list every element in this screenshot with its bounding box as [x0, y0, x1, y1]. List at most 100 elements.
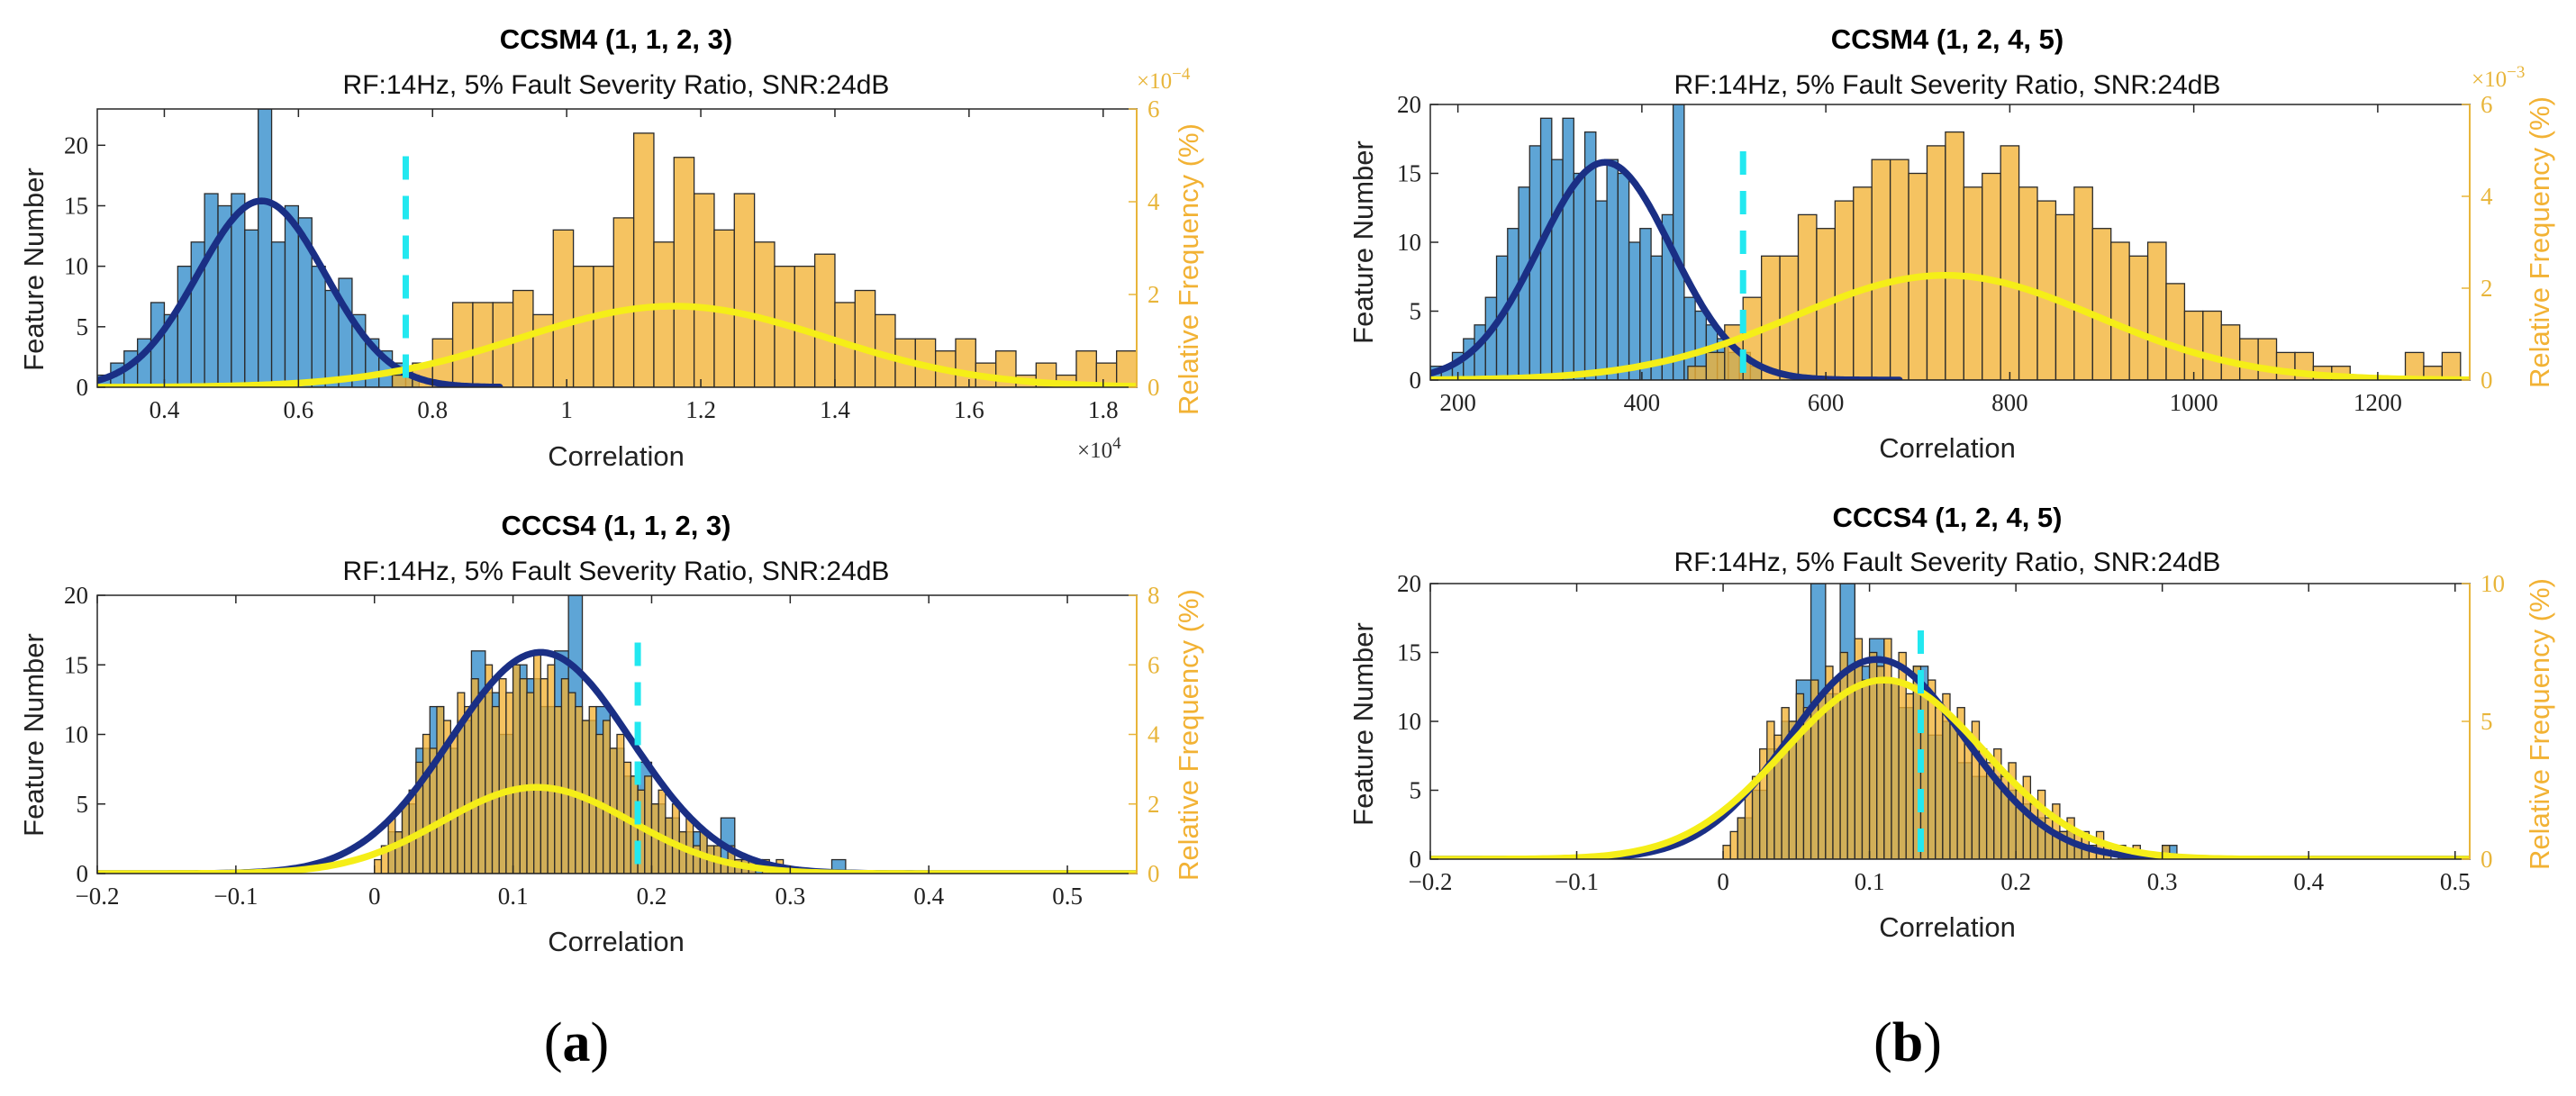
fit-curve-class-2	[97, 784, 1137, 874]
x-axis-label: Correlation	[548, 926, 685, 957]
histogram-bar-class-2	[1722, 845, 1731, 859]
histogram-bar-class-1	[1551, 159, 1564, 380]
histogram-bar-class-2	[644, 775, 653, 874]
histogram-bar-class-1	[1639, 228, 1652, 380]
y-tick-label: 10	[64, 721, 88, 748]
histogram-bar-class-2	[602, 720, 611, 874]
right-y-tick-label: 2	[1147, 791, 1160, 818]
fit-curve-class-1	[1430, 159, 1903, 380]
histogram-bar-class-2	[477, 692, 486, 874]
x-tick-label: 0.2	[2000, 868, 2031, 895]
histogram-bar-class-2	[567, 692, 576, 874]
y-axis-label: Feature Number	[18, 633, 50, 837]
x-tick-label: 0.4	[913, 883, 944, 910]
x-tick-label: 1	[560, 396, 573, 423]
chart-title: CCCS4 (1, 2, 4, 5)	[1833, 502, 2063, 533]
y-tick-label: 20	[64, 582, 88, 609]
chart-title: CCSM4 (1, 2, 4, 5)	[1831, 23, 2064, 55]
x-tick-label: −0.1	[213, 883, 258, 910]
histogram-bar-class-2	[673, 157, 695, 387]
x-tick-label: 0.3	[2147, 868, 2178, 895]
histogram-bar-class-2	[572, 266, 594, 387]
y-tick-label: 0	[77, 860, 89, 887]
histogram-bar-class-2	[1926, 145, 1946, 380]
y-tick-label: 5	[77, 791, 89, 818]
chart-subtitle: RF:14Hz, 5% Fault Severity Ratio, SNR:24…	[343, 70, 890, 100]
histogram-bar-class-1	[1573, 172, 1586, 380]
right-y-tick-label: 6	[1147, 95, 1160, 122]
histogram-bar-class-2	[854, 289, 876, 387]
x-axis-multiplier: ×104	[1077, 434, 1121, 464]
histogram-bar-class-2	[540, 678, 549, 874]
plot-area: 0.4 0.6 0.8 1 1.2 1.4 1.6 1.8 0 5 10 15 20 0 2 4 6	[64, 95, 1160, 423]
histogram-bar-class-1	[1595, 200, 1608, 380]
x-tick-label: 0	[1717, 868, 1729, 895]
x-tick-label: 1000	[2170, 389, 2218, 416]
x-tick-label: 0.6	[283, 396, 313, 423]
histogram-bar-class-1	[284, 204, 300, 387]
fit-curve-class-2	[1430, 676, 2470, 859]
right-y-tick-label: 2	[1147, 281, 1160, 308]
histogram-bar-class-2	[671, 803, 680, 874]
x-tick-label: 1.4	[820, 396, 850, 423]
histogram-bar-class-1	[1606, 159, 1619, 380]
chart-subtitle: RF:14Hz, 5% Fault Severity Ratio, SNR:24…	[1674, 70, 2221, 100]
histogram-bar-class-2	[2257, 338, 2278, 380]
right-y-axis-label: Relative Frequency (%)	[2524, 96, 2555, 388]
histogram-bar-class-2	[485, 664, 494, 874]
histogram-bar-class-2	[1949, 720, 1958, 859]
x-tick-label: 0.4	[150, 396, 180, 423]
y-tick-label: 20	[64, 131, 88, 159]
histogram-bar-class-2	[1846, 666, 1856, 859]
histogram-bar-class-2	[1825, 666, 1834, 859]
x-tick-label: 0.1	[1855, 868, 1885, 895]
histogram-bar-class-2	[1832, 679, 1841, 859]
x-tick-label: 800	[1991, 389, 2028, 416]
right-y-axis-label: Relative Frequency (%)	[2524, 578, 2555, 870]
histogram-bar-class-2	[451, 302, 474, 387]
histogram-bar-class-2	[464, 705, 473, 874]
histogram-bar-class-2	[2091, 228, 2112, 380]
histogram-bar-class-2	[1861, 679, 1871, 859]
right-y-tick-label: 0	[1147, 860, 1160, 887]
histogram-bar-class-2	[2202, 310, 2222, 380]
subfigure-label-b: (b)	[1873, 1012, 1942, 1073]
histogram-bar-class-2	[593, 266, 614, 387]
histogram-bar-class-2	[1760, 255, 1781, 380]
histogram-bar-class-2	[2183, 310, 2204, 380]
histogram-bar-class-2	[408, 789, 417, 874]
histogram-bar-class-2	[449, 733, 458, 874]
x-tick-label: 1.2	[685, 396, 716, 423]
histogram-bar-class-2	[1854, 638, 1864, 859]
chart-subtitle: RF:14Hz, 5% Fault Severity Ratio, SNR:24…	[343, 557, 890, 586]
histogram-bar-class-2	[533, 650, 542, 874]
x-tick-label: 1.8	[1088, 396, 1119, 423]
right-y-tick-label: 4	[2481, 183, 2493, 210]
histogram-bar-class-2	[1737, 817, 1746, 859]
y-tick-label: 15	[64, 651, 88, 678]
histogram-bar-class-1	[244, 229, 259, 387]
histogram-bar-class-2	[436, 705, 445, 874]
chart-title: CCSM4 (1, 1, 2, 3)	[500, 23, 732, 55]
histogram-bar-class-1	[1539, 117, 1553, 380]
x-tick-label: 0	[368, 883, 381, 910]
y-tick-label: 0	[1410, 367, 1422, 394]
histogram-bar-class-2	[422, 733, 431, 874]
right-y-tick-label: 5	[2481, 708, 2493, 735]
y-tick-label: 15	[64, 192, 88, 219]
right-y-tick-label: 0	[2481, 367, 2493, 394]
histogram-bar-class-2	[1687, 366, 1708, 380]
y-tick-label: 15	[1397, 160, 1421, 187]
x-tick-label: −0.2	[1409, 868, 1453, 895]
right-y-axis-label: Relative Frequency (%)	[1173, 123, 1204, 415]
histogram-bar-class-1	[311, 266, 326, 387]
histogram-bar-class-2	[1964, 734, 1973, 859]
right-y-axis-label: Relative Frequency (%)	[1173, 589, 1204, 881]
y-axis-label: Feature Number	[1347, 622, 1379, 826]
histogram-bar-class-2	[1766, 720, 1775, 859]
histogram-bar-class-2	[1927, 679, 1937, 859]
histogram-bar-class-2	[1963, 186, 1983, 380]
x-tick-label: 0.4	[2293, 868, 2324, 895]
x-axis-label: Correlation	[548, 440, 685, 472]
